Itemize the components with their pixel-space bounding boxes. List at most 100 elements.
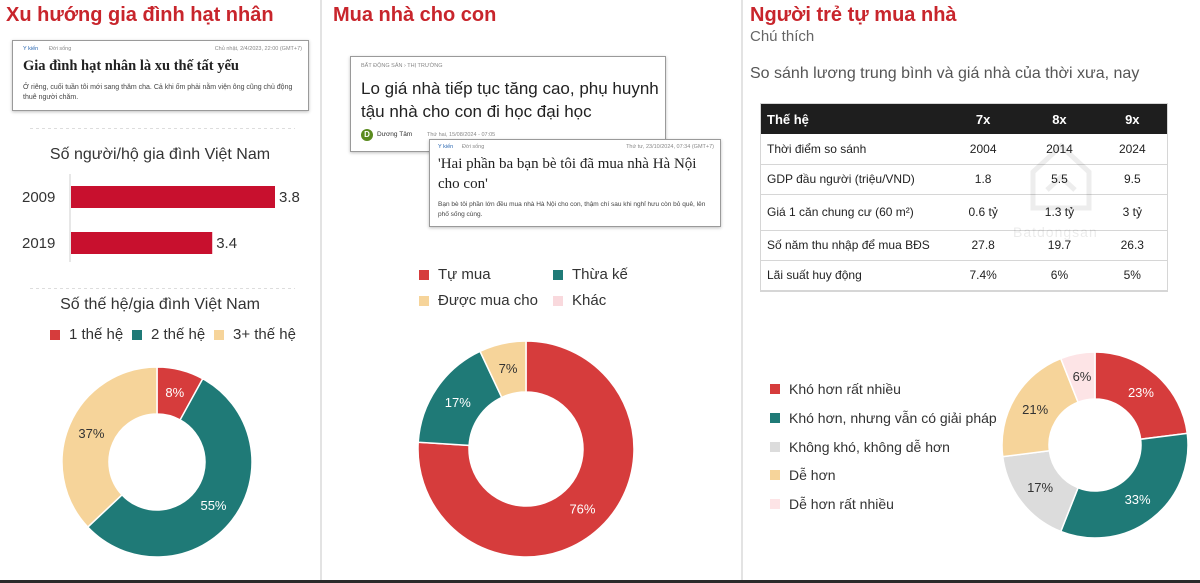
panel-subtitle: So sánh lương trung bình và giá nhà của … xyxy=(750,65,1140,82)
donut-slice xyxy=(1094,351,1189,441)
article-snippet: Ở riêng, cuối tuần tôi mới sang thăm cha… xyxy=(23,84,293,101)
bottom-border xyxy=(0,580,1200,583)
article-category: BẤT ĐỘNG SẢN › THỊ TRƯỜNG xyxy=(361,63,443,69)
donut-slice xyxy=(417,340,635,558)
legend-label: Dễ hơn rất nhiều xyxy=(789,496,894,512)
donut-value-label: 6% xyxy=(1073,369,1092,384)
legend-swatch xyxy=(214,329,224,340)
donut-value-label: 17% xyxy=(445,395,471,410)
legend-label: Khó hơn, nhưng vẫn có giải pháp xyxy=(789,410,997,426)
article-date: Thứ tư, 23/10/2024, 07:34 (GMT+7) xyxy=(626,144,714,150)
legend-swatch xyxy=(50,329,60,340)
legend-label: Thừa kế xyxy=(572,266,628,283)
table-header-cell: 9x xyxy=(1097,104,1167,134)
watermark-house-icon xyxy=(1030,142,1092,211)
table-cell: Lãi suất huy động xyxy=(761,260,945,291)
donut-slice xyxy=(1059,351,1096,404)
table-header-cell: 8x xyxy=(1021,104,1098,134)
comparison-table: Thế hệ 7x 8x 9x Thời điểm so sánh 2004 2… xyxy=(761,104,1167,291)
author-avatar: D xyxy=(361,129,373,141)
legend-label: Khác xyxy=(572,292,607,309)
divider xyxy=(30,288,295,289)
generations-chart-title: Số thế hệ/gia đình Việt Nam xyxy=(60,296,260,313)
article-date: Thứ hai, 15/08/2024 - 07:05 xyxy=(427,132,496,138)
table-row: Giá 1 căn chung cư (60 m²) 0.6 tỷ 1.3 tỷ… xyxy=(761,194,1167,231)
table-cell: 26.3 xyxy=(1097,230,1167,261)
article-headline: Lo giá nhà tiếp tục tăng cao, phụ huynh … xyxy=(361,79,659,121)
watermark-logo: Batdongsan xyxy=(1013,224,1098,240)
ownership-donut-chart: 76% 17% 7% xyxy=(417,340,635,558)
legend-label: 2 thế hệ xyxy=(151,326,206,343)
article-headline: Gia đình hạt nhân là xu thế tất yếu xyxy=(23,58,239,74)
donut-value-label: 17% xyxy=(1027,480,1053,495)
table-cell: 5% xyxy=(1097,260,1167,291)
bar xyxy=(71,186,275,208)
article-card[interactable]: Y kiến Đời sống Thứ tư, 23/10/2024, 07:3… xyxy=(429,139,721,227)
table-row: GDP đầu người (triệu/VND) 1.8 5.5 9.5 xyxy=(761,164,1167,195)
table-row: Lãi suất huy động 7.4% 6% 5% xyxy=(761,260,1167,291)
table-cell: 2024 xyxy=(1097,134,1167,165)
article-category: Đời sống xyxy=(462,144,485,150)
article-date: Chủ nhật, 2/4/2023, 22:00 (GMT+7) xyxy=(214,46,302,52)
donut-slice xyxy=(1059,432,1189,539)
legend-label: Không khó, không dễ hơn xyxy=(789,439,950,455)
table-cell: 7.4% xyxy=(945,260,1022,291)
article-category: Đời sống xyxy=(49,46,72,52)
legend-swatch xyxy=(132,329,142,340)
donut-value-label: 7% xyxy=(499,361,518,376)
legend-item: Được mua cho xyxy=(419,292,538,309)
legend-item: Dễ hơn xyxy=(770,467,836,483)
donut-value-label: 33% xyxy=(1125,492,1151,507)
donut-value-label: 55% xyxy=(200,498,226,513)
panel-nuclear-family: Xu hướng gia đình hạt nhân Y kiến Đời số… xyxy=(0,0,320,583)
legend-swatch xyxy=(770,384,780,394)
table-cell: 27.8 xyxy=(945,230,1022,261)
donut-value-label: 23% xyxy=(1128,385,1154,400)
panel-divider xyxy=(320,0,322,583)
comparison-table-wrapper: Thế hệ 7x 8x 9x Thời điểm so sánh 2004 2… xyxy=(760,103,1168,292)
legend-item: Không khó, không dễ hơn xyxy=(770,439,950,455)
donut-value-label: 8% xyxy=(165,385,184,400)
article-headline: 'Hai phần ba bạn bè tôi đã mua nhà Hà Nộ… xyxy=(438,156,697,192)
table-cell: 1.8 xyxy=(945,164,1022,195)
table-cell: 6% xyxy=(1021,260,1098,291)
panel-buy-house-for-children: Mua nhà cho con BẤT ĐỘNG SẢN › THỊ TRƯỜN… xyxy=(323,0,741,583)
panel-divider xyxy=(741,0,743,583)
legend-swatch xyxy=(419,295,429,306)
legend-swatch xyxy=(770,470,780,480)
bar-category-label: 2019 xyxy=(22,235,55,252)
bar-value-label: 3.4 xyxy=(216,235,237,252)
legend-label: 1 thế hệ xyxy=(69,326,124,343)
legend-label: Khó hơn rất nhiều xyxy=(789,381,901,397)
legend-item: Dễ hơn rất nhiều xyxy=(770,496,894,512)
legend-item: 1 thế hệ xyxy=(50,326,123,343)
legend-item: Khó hơn rất nhiều xyxy=(770,381,901,397)
legend-item: Tự mua xyxy=(419,266,491,283)
table-row: Thời điểm so sánh 2004 2014 2024 xyxy=(761,134,1167,165)
legend-label: Được mua cho xyxy=(438,292,538,309)
legend-item: Khó hơn, nhưng vẫn có giải pháp xyxy=(770,410,997,426)
donut-value-label: 21% xyxy=(1022,402,1048,417)
table-cell: 5.5 xyxy=(1021,164,1098,195)
panel-title: Mua nhà cho con xyxy=(333,4,497,26)
legend-label: Dễ hơn xyxy=(789,467,836,483)
divider xyxy=(30,128,295,129)
legend-swatch xyxy=(770,442,780,452)
article-source: Y kiến xyxy=(438,144,454,150)
table-cell: 19.7 xyxy=(1021,230,1098,261)
article-card[interactable]: Y kiến Đời sống Chủ nhật, 2/4/2023, 22:0… xyxy=(12,40,309,111)
donut-value-label: 37% xyxy=(78,426,104,441)
legend-item: 3+ thế hệ xyxy=(214,326,296,343)
table-cell: 2004 xyxy=(945,134,1022,165)
panel-title: Người trẻ tự mua nhà xyxy=(750,4,957,26)
table-cell: Số năm thu nhập để mua BĐS xyxy=(761,230,945,261)
article-card[interactable]: BẤT ĐỘNG SẢN › THỊ TRƯỜNG Lo giá nhà tiế… xyxy=(350,56,666,152)
legend-item: Thừa kế xyxy=(553,266,628,283)
generations-donut-chart: 8% 55% 37% xyxy=(61,366,253,558)
table-row: Số năm thu nhập để mua BĐS 27.8 19.7 26.… xyxy=(761,230,1167,261)
table-header-cell: Thế hệ xyxy=(761,104,945,134)
legend-label: 3+ thế hệ xyxy=(233,326,296,343)
donut-slice xyxy=(61,366,158,529)
table-cell: Thời điểm so sánh xyxy=(761,134,945,165)
article-author: Dương Tâm xyxy=(377,131,413,138)
